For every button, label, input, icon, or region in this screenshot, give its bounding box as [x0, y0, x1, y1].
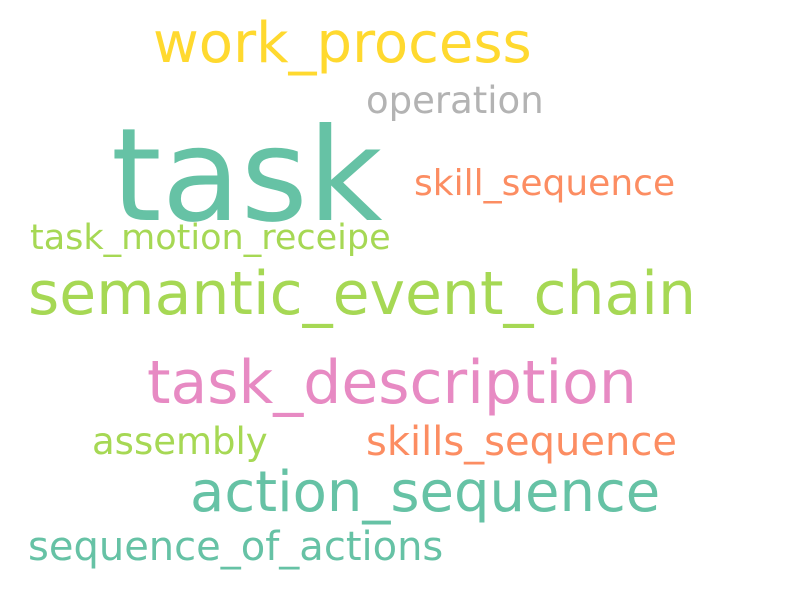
word-action-sequence: action_sequence [190, 460, 661, 525]
word-task-motion-receipe: task_motion_receipe [30, 218, 391, 258]
word-semantic-event-chain: semantic_event_chain [28, 259, 696, 329]
word-task: task [111, 101, 383, 251]
word-skills-sequence: skills_sequence [366, 419, 677, 465]
word-skill-sequence: skill_sequence [414, 163, 676, 204]
word-task-description: task_description [147, 348, 637, 418]
word-sequence-of-actions: sequence_of_actions [28, 524, 444, 570]
word-operation: operation [366, 79, 544, 122]
word-assembly: assembly [92, 420, 268, 463]
word-work-process: work_process [153, 11, 532, 76]
